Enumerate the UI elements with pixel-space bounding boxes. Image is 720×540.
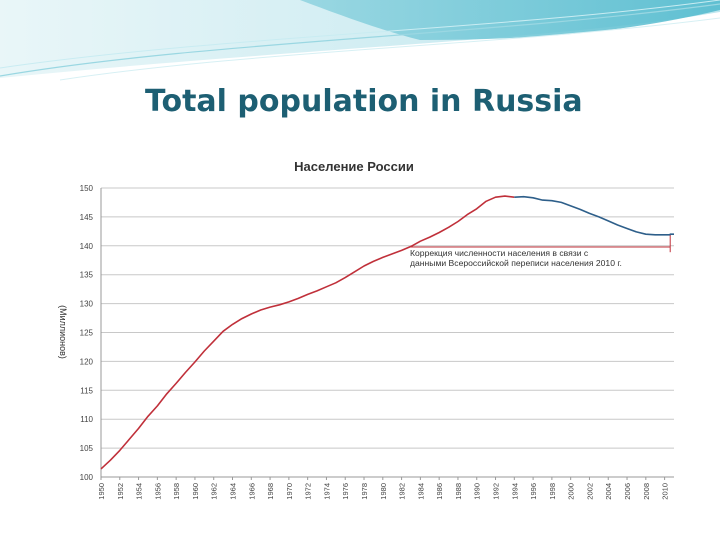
x-tick-label: 1982 [398, 483, 407, 500]
y-tick-label: 130 [80, 300, 94, 309]
x-tick-label: 1984 [416, 483, 425, 500]
annotation-line-1: Коррекция численности населения в связи … [410, 248, 589, 258]
x-tick-label: 1968 [266, 483, 275, 500]
x-tick-label: 1978 [360, 483, 369, 500]
x-tick-label: 1986 [435, 483, 444, 500]
x-tick-label: 1992 [492, 483, 501, 500]
y-tick-label: 125 [80, 329, 94, 338]
x-tick-label: 1964 [229, 483, 238, 500]
series-line-1 [100, 195, 515, 470]
x-tick-label: 1960 [191, 483, 200, 500]
annotation: Коррекция численности населения в связи … [410, 235, 671, 268]
x-tick-label: 1952 [116, 483, 125, 500]
slide-title: Total population in Russia [145, 84, 583, 119]
y-tick-label: 115 [80, 386, 93, 395]
x-tick-label: 2000 [567, 483, 576, 500]
x-tick-label: 2010 [661, 483, 670, 500]
chart-background [36, 150, 684, 522]
y-tick-label: 135 [80, 271, 94, 280]
x-tick-label: 1990 [473, 483, 482, 500]
y-tick-label: 150 [80, 184, 94, 193]
x-tick-label: 2006 [623, 483, 632, 500]
y-tick-label: 105 [80, 444, 94, 453]
x-tick-label: 1966 [247, 483, 256, 500]
x-tick-label: 1976 [341, 483, 350, 500]
x-tick-label: 1972 [304, 483, 313, 500]
y-tick-label: 145 [80, 213, 94, 222]
population-chart: Население России (Миллионов) 100 105 110 11… [36, 150, 684, 522]
x-tick-label: 1956 [153, 483, 162, 500]
y-ticks: 100 105 110 115 120 125 130 135 140 145 150 [80, 184, 94, 482]
y-tick-label: 120 [80, 357, 94, 366]
x-ticks: 1950 1952 1954 1956 1958 1960 1962 1964 1966 1968… [97, 477, 670, 500]
y-tick-label: 110 [80, 415, 93, 424]
decorative-banner [0, 0, 720, 81]
x-tick-label: 1950 [97, 483, 106, 500]
series-lines [100, 195, 674, 470]
y-tick-label: 100 [80, 473, 94, 482]
x-tick-label: 1954 [135, 483, 144, 500]
x-tick-label: 1996 [529, 483, 538, 500]
x-tick-label: 1980 [379, 483, 388, 500]
grid [100, 187, 674, 478]
y-tick-label: 140 [80, 242, 94, 251]
y-axis-label: (Миллионов) [58, 305, 68, 359]
x-tick-label: 2004 [604, 483, 613, 500]
x-tick-label: 1958 [172, 483, 181, 500]
x-tick-label: 1988 [454, 483, 463, 500]
x-tick-label: 1970 [285, 483, 294, 500]
x-tick-label: 2002 [585, 483, 594, 500]
x-tick-label: 1974 [322, 483, 331, 500]
x-tick-label: 2008 [642, 483, 651, 500]
chart-title: Население России [294, 159, 414, 174]
chart-svg: Население России (Миллионов) 100 105 110 11… [36, 150, 684, 522]
x-tick-label: 1998 [548, 483, 557, 500]
series-line-2 [514, 195, 674, 236]
x-tick-label: 1994 [510, 483, 519, 500]
x-tick-label: 1962 [210, 483, 219, 500]
annotation-line-2: данными Всероссийской переписи населения… [410, 258, 622, 268]
